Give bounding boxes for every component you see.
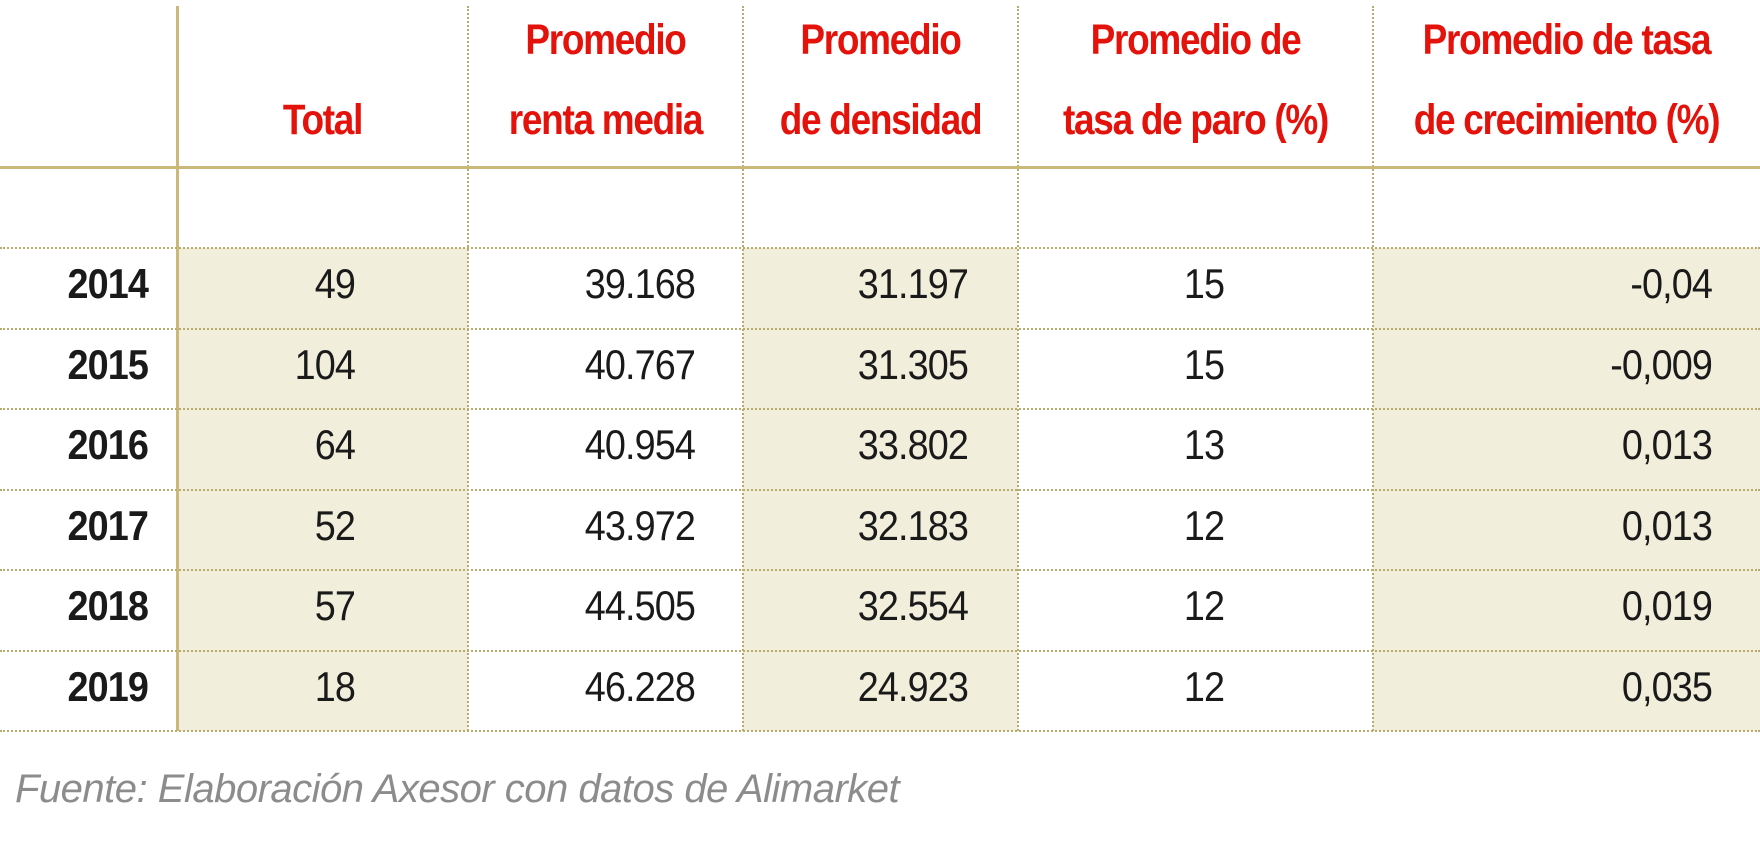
table-cell: 0,013 [1621,421,1713,468]
row-year-label: 2015 [67,340,149,388]
table-cell: 24.923 [857,662,969,710]
column-header-line: Promedio de tasa [1422,16,1712,64]
row-rule [0,650,1760,652]
table-cell: 12 [1183,582,1224,629]
column-header: Promedio de tasa de crecimiento (%) [1383,14,1750,160]
column-header-line: de densidad [779,96,983,144]
table-cell: 13 [1183,421,1224,468]
row-year-label: 2014 [67,260,149,307]
table-cell: 40.767 [584,340,696,388]
table-cell: 33.802 [857,421,969,468]
row-rule [0,489,1760,491]
column-divider [742,6,744,731]
table-cell: 0,013 [1621,501,1713,549]
year-column-divider [176,6,179,731]
table-cell: 15 [1183,260,1224,307]
table-cell: 57 [314,582,356,629]
table-cell: 64 [314,421,356,468]
column-header: Promedio renta media [470,14,741,160]
column-header-line: Promedio [800,16,962,64]
table-cell: 32.554 [857,582,969,629]
column-header: Promedio de densidad [745,14,1016,160]
row-year-label: 2018 [67,582,149,629]
table-cell: 12 [1183,662,1224,710]
table-cell: -0,04 [1630,260,1713,307]
column-header-line: tasa de paro (%) [1062,96,1329,144]
table-cell: 52 [314,501,356,549]
column-divider [467,6,469,731]
table-cell: 12 [1183,501,1224,549]
column-header-line: Promedio [525,16,687,64]
column-divider [1017,6,1019,731]
table-cell: 31.197 [857,260,969,307]
table-cell: 32.183 [857,501,969,549]
column-header: Promedio de tasa de paro (%) [1026,14,1366,160]
column-header: Total [180,14,465,160]
table-cell: 39.168 [584,260,696,307]
table-cell: 31.305 [857,340,969,388]
table-cell: 43.972 [584,501,696,549]
row-rule [0,730,1760,732]
row-year-label: 2019 [67,662,149,710]
table-cell: 44.505 [584,582,696,629]
row-rule [0,569,1760,571]
table-cell: 46.228 [584,662,696,710]
table-cell: 40.954 [584,421,696,468]
table-cell: 49 [314,260,356,307]
row-rule [0,408,1760,410]
column-header-line: Total [282,96,363,144]
row-year-label: 2016 [67,421,149,468]
table-cell: 18 [314,662,356,710]
row-rule [0,328,1760,330]
column-header-line [318,0,327,80]
column-header-line: de crecimiento (%) [1413,96,1721,144]
table-cell: -0,009 [1610,340,1713,388]
row-rule [0,247,1760,249]
table-cell: 0,019 [1621,582,1713,629]
row-year-label: 2017 [67,501,149,549]
header-rule [0,166,1760,169]
table-cell: 15 [1183,340,1224,388]
column-header-line: Promedio de [1090,16,1302,64]
table-cell: 0,035 [1621,662,1713,710]
column-divider [1372,6,1374,731]
table-cell: 104 [294,340,356,388]
source-note: Fuente: Elaboración Axesor con datos de … [15,767,900,811]
column-header-line: renta media [508,96,704,144]
